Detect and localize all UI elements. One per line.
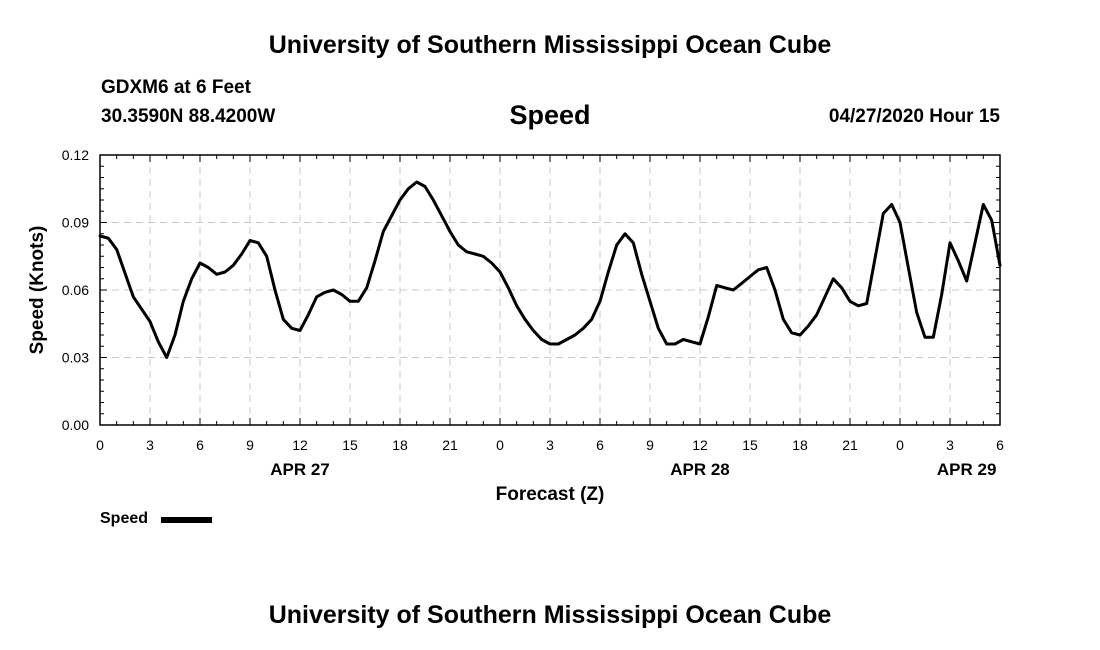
x-tick-label: 15 xyxy=(742,437,758,453)
variable-title: Speed xyxy=(509,100,591,130)
x-axis-title: Forecast (Z) xyxy=(496,484,605,505)
legend-label: Speed xyxy=(100,510,149,527)
station-coordinates: 30.3590N 88.4200W xyxy=(101,106,276,127)
y-tick-label: 0.00 xyxy=(62,417,89,433)
x-tick-label: 21 xyxy=(442,437,458,453)
speed-series-line xyxy=(98,180,1002,359)
x-axis-tick-labels: 0 3 6 9 12 15 18 21 0 3 6 9 12 15 18 21 0 3 6 xyxy=(96,437,1004,453)
chart-grid xyxy=(100,155,1000,425)
x-tick-label: 0 xyxy=(496,437,504,453)
x-tick-label: 3 xyxy=(146,437,154,453)
date-label: APR 27 xyxy=(270,460,330,479)
y-tick-label: 0.06 xyxy=(62,282,89,298)
y-axis-title: Speed (Knots) xyxy=(27,226,48,355)
x-tick-label: 0 xyxy=(96,437,104,453)
x-tick-label: 12 xyxy=(692,437,708,453)
date-label: APR 29 xyxy=(937,460,997,479)
x-tick-label: 6 xyxy=(196,437,204,453)
run-timestamp: 04/27/2020 Hour 15 xyxy=(828,106,1000,127)
x-tick-label: 6 xyxy=(996,437,1004,453)
x-tick-label: 6 xyxy=(596,437,604,453)
x-tick-label: 12 xyxy=(292,437,308,453)
y-axis-tick-labels: 0.00 0.03 0.06 0.09 0.12 xyxy=(62,147,89,433)
y-tick-label: 0.12 xyxy=(62,147,89,163)
x-tick-label: 9 xyxy=(646,437,654,453)
chart-title-bottom: University of Southern Mississippi Ocean… xyxy=(268,601,832,629)
x-tick-label: 3 xyxy=(946,437,954,453)
axis-ticks xyxy=(99,154,1001,426)
x-tick-label: 0 xyxy=(896,437,904,453)
date-label: APR 28 xyxy=(670,460,730,479)
y-tick-label: 0.09 xyxy=(62,215,89,231)
x-tick-label: 9 xyxy=(246,437,254,453)
x-tick-label: 15 xyxy=(342,437,358,453)
chart-title-top: University of Southern Mississippi Ocean… xyxy=(268,31,832,59)
date-labels: APR 27 APR 28 APR 29 xyxy=(270,460,996,479)
series-layer xyxy=(98,180,1002,359)
y-tick-label: 0.03 xyxy=(62,350,89,366)
x-tick-label: 3 xyxy=(546,437,554,453)
x-tick-label: 21 xyxy=(842,437,858,453)
legend-swatch xyxy=(161,517,212,523)
x-tick-label: 18 xyxy=(392,437,408,453)
station-name: GDXM6 at 6 Feet xyxy=(101,77,251,98)
x-tick-label: 18 xyxy=(792,437,808,453)
